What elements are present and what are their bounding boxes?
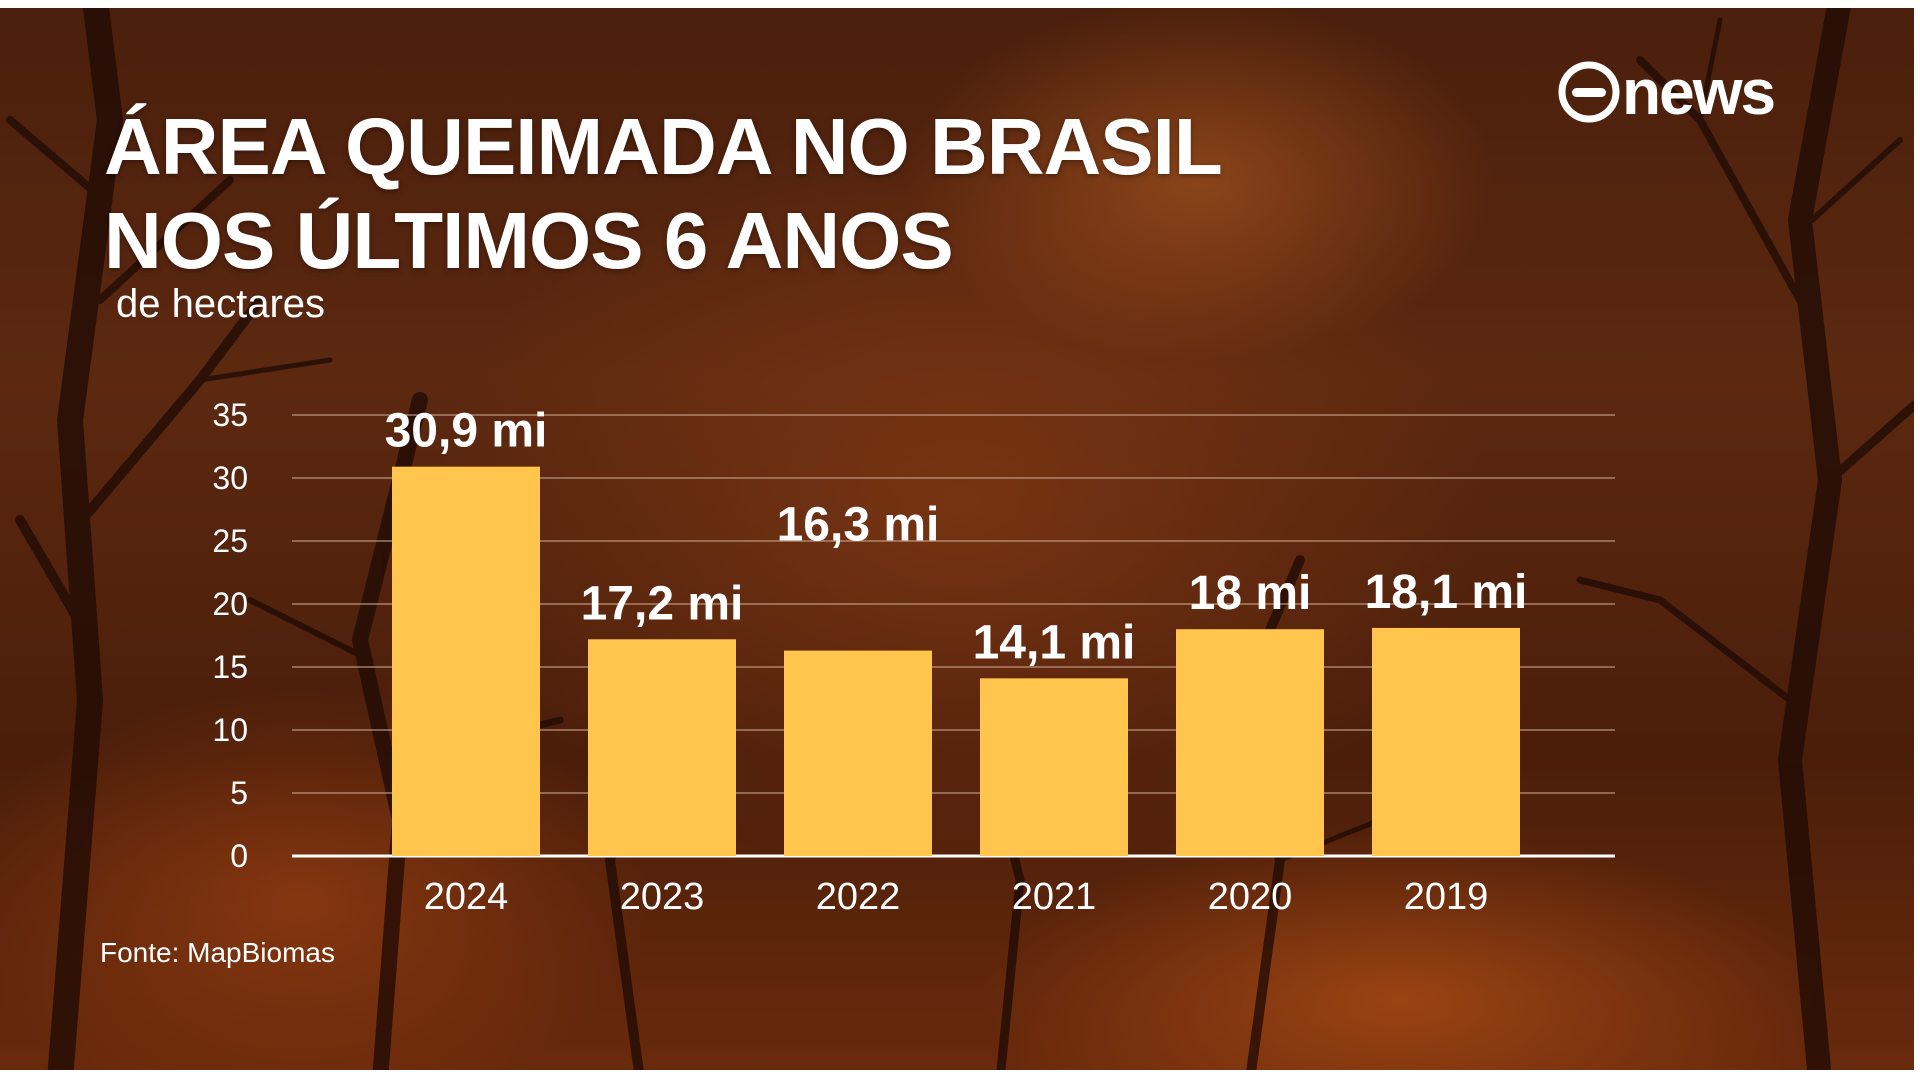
logo-text: news xyxy=(1622,56,1776,128)
frame-top-border xyxy=(0,0,1920,8)
y-tick-label: 30 xyxy=(212,460,248,496)
y-tick-label: 0 xyxy=(230,838,248,874)
gnews-logo: news xyxy=(1558,52,1808,132)
chart-title-line-1: ÁREA QUEIMADA NO BRASIL xyxy=(104,102,1223,191)
bar-2019 xyxy=(1372,627,1520,856)
bar-2020 xyxy=(1176,629,1324,856)
chart-title-line-2: NOS ÚLTIMOS 6 ANOS xyxy=(104,196,954,285)
data-label-2020: 18 mi xyxy=(1189,567,1312,620)
x-tick-label-2023: 2023 xyxy=(620,876,705,918)
bar-2021 xyxy=(980,678,1128,856)
data-label-2022: 16,3 mi xyxy=(777,499,940,552)
y-tick-label: 15 xyxy=(212,649,248,685)
frame-bottom-border xyxy=(0,1070,1920,1080)
x-tick-label-2021: 2021 xyxy=(1012,876,1097,918)
frame-right-border xyxy=(1914,0,1920,1080)
x-tick-label-2024: 2024 xyxy=(424,876,509,918)
chart-title: ÁREA QUEIMADA NO BRASIL NOS ÚLTIMOS 6 AN… xyxy=(104,100,1223,288)
y-tick-label: 25 xyxy=(212,523,248,559)
x-tick-label-2022: 2022 xyxy=(816,876,901,918)
bar-2024 xyxy=(392,466,540,856)
globo-logo-icon xyxy=(1558,61,1620,123)
y-tick-label: 35 xyxy=(212,397,248,433)
chart-unit-subtitle: de hectares xyxy=(116,282,326,326)
x-tick-label-2020: 2020 xyxy=(1208,876,1293,918)
data-label-2024: 30,9 mi xyxy=(385,405,548,458)
bar-2023 xyxy=(588,639,736,856)
bar-2022 xyxy=(784,650,932,856)
x-tick-label-2019: 2019 xyxy=(1404,876,1489,918)
source-note: Fonte: MapBiomas xyxy=(100,937,335,968)
y-tick-label: 10 xyxy=(212,712,248,748)
data-label-2021: 14,1 mi xyxy=(973,616,1136,669)
data-label-2023: 17,2 mi xyxy=(581,577,744,630)
y-tick-label: 20 xyxy=(212,586,248,622)
data-label-2019: 18,1 mi xyxy=(1365,566,1528,619)
y-tick-label: 5 xyxy=(230,775,248,811)
